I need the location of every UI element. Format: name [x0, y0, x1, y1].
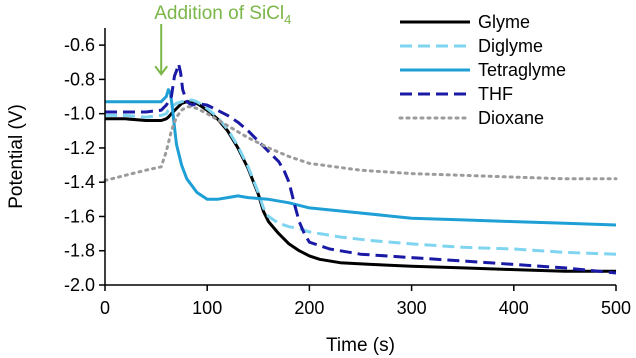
annotation-addition: Addition of SiCl4 — [154, 3, 291, 76]
y-tick-label: -2.0 — [64, 275, 95, 295]
y-axis-title: Potential (V) — [6, 104, 27, 209]
legend-label-glyme: Glyme — [478, 12, 530, 32]
y-tick-label: -1.8 — [64, 241, 95, 261]
x-tick-label: 100 — [192, 298, 222, 318]
annotation-main-text: Addition of SiCl — [154, 3, 284, 24]
series-layer — [103, 62, 618, 275]
x-tick-label: 300 — [397, 298, 427, 318]
y-tick-label: -0.6 — [64, 35, 95, 55]
y-tick-label: -1.4 — [64, 172, 95, 192]
annotation-subscript: 4 — [284, 12, 291, 27]
series-line-tetraglyme — [105, 88, 617, 227]
y-tick-label: -1.0 — [64, 104, 95, 124]
series-line-diglyme — [105, 98, 617, 256]
annotation-text: Addition of SiCl4 — [154, 3, 291, 27]
series-line-dioxane — [103, 105, 618, 182]
x-tick-label: 500 — [601, 298, 631, 318]
series-line-thf — [105, 62, 617, 275]
legend-label-tetraglyme: Tetraglyme — [478, 60, 566, 80]
y-tick-label: -0.8 — [64, 69, 95, 89]
legend-label-dioxane: Dioxane — [478, 108, 544, 128]
y-tick-label: -1.2 — [64, 138, 95, 158]
x-tick-label: 0 — [100, 298, 110, 318]
axes-layer — [104, 28, 616, 286]
y-tick-label: -1.6 — [64, 206, 95, 226]
x-tick-label: 200 — [294, 298, 324, 318]
legend-label-thf: THF — [478, 84, 513, 104]
ticks-layer: -0.6 -0.8 -1.0 -1.2 -1.4 -1.6 -1.8 -2.00 100 200 3… — [64, 35, 631, 318]
legend: Glyme Diglyme Tetraglyme THF Dioxane — [398, 12, 566, 128]
legend-label-diglyme: Diglyme — [478, 36, 543, 56]
x-tick-label: 400 — [499, 298, 529, 318]
x-axis-title: Time (s) — [326, 335, 395, 356]
annotation-arrow-head — [154, 65, 169, 76]
